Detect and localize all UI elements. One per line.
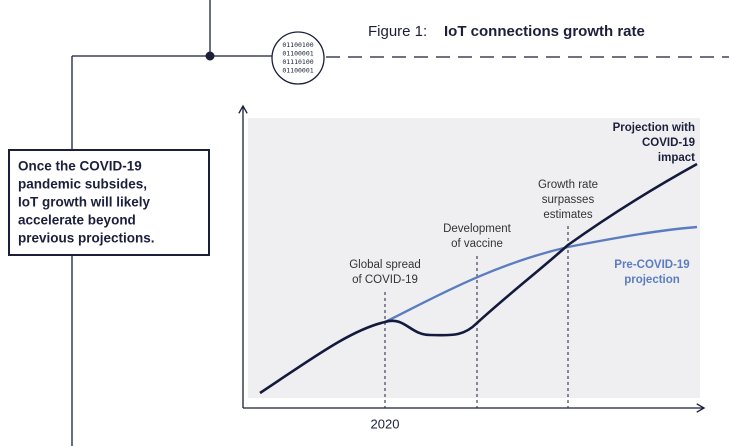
figure-title: IoT connections growth rate: [444, 23, 645, 40]
binary-badge: [271, 31, 325, 85]
annotation: of vaccine: [451, 238, 503, 250]
annotation: of COVID-19: [352, 274, 418, 286]
annotation: Growth rate: [538, 179, 598, 191]
legend-label: Pre-COVID-19: [614, 259, 689, 271]
binary-line: 01100001: [282, 50, 313, 58]
callout-line: pandemic subsides,: [18, 177, 147, 192]
figure-prefix: Figure 1:: [368, 23, 427, 40]
annotations: Global spread of COVID-19 Development of va…: [349, 122, 695, 286]
callout-line: accelerate beyond: [18, 213, 136, 228]
legend-label: projection: [624, 274, 680, 286]
x-label: 2020: [371, 416, 400, 431]
pre-covid-curve: [384, 225, 698, 324]
annotation: surpasses: [542, 194, 595, 206]
node-dot: [205, 51, 215, 61]
legend-label: COVID-19: [642, 137, 695, 149]
annotation: Development: [443, 223, 512, 235]
callout-box: [8, 149, 210, 256]
callout-line: Once the COVID-19: [18, 159, 142, 174]
binary-line: 01100001: [282, 67, 313, 75]
annotation: estimates: [543, 209, 592, 221]
callout-text: Once the COVID-19 pandemic subsides, IoT g…: [18, 159, 155, 246]
callout-line: IoT growth will likely: [18, 195, 151, 210]
legend-label: Projection with: [613, 122, 695, 134]
binary-line: 01110100: [282, 58, 313, 66]
binary-line: 01100100: [282, 41, 313, 49]
callout-line: previous projections.: [18, 231, 155, 246]
legend-label: impact: [658, 152, 695, 164]
annotation: Global spread: [349, 259, 421, 271]
covid-curve: [259, 162, 698, 395]
